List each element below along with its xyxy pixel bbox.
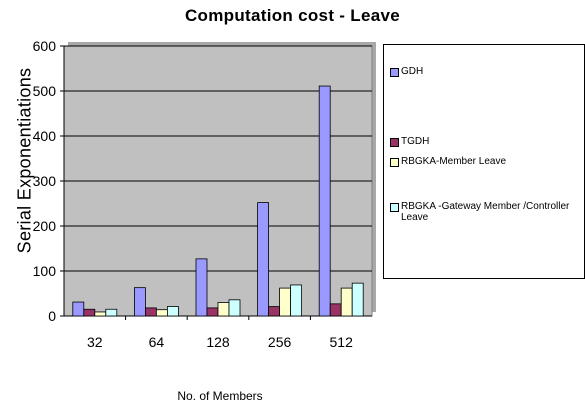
bar <box>217 302 230 317</box>
legend-item: RBGKA -Gateway Member /Controller Leave <box>390 201 585 223</box>
y-tick-label: 100 <box>33 263 57 279</box>
legend-label: RBGKA-Member Leave <box>401 156 507 167</box>
bar <box>228 299 241 317</box>
bar <box>206 307 219 317</box>
bar <box>133 287 146 317</box>
bar <box>72 301 85 317</box>
legend-item: GDH <box>390 66 585 77</box>
legend-label: TGDH <box>401 136 430 147</box>
bar <box>318 85 331 317</box>
x-tick-label: 64 <box>149 334 165 350</box>
legend-item: RBGKA-Member Leave <box>390 156 585 167</box>
legend-swatch <box>390 203 399 212</box>
bar <box>290 284 303 317</box>
bar <box>195 258 208 317</box>
bar <box>83 308 96 317</box>
legend-swatch <box>390 68 399 77</box>
legend: GDH TGDH RBGKA-Member Leave RBGKA -Gateway … <box>383 44 585 279</box>
legend-swatch <box>390 158 399 167</box>
x-tick-label: 512 <box>330 334 354 350</box>
legend-label: GDH <box>401 66 424 77</box>
y-tick-label: 200 <box>33 218 57 234</box>
y-tick-label: 0 <box>48 308 56 324</box>
bar <box>94 311 107 317</box>
bar <box>329 303 342 317</box>
bar <box>144 307 157 317</box>
y-tick-label: 400 <box>33 128 57 144</box>
x-tick-label: 32 <box>87 334 103 350</box>
x-tick-label: 128 <box>206 334 230 350</box>
bar <box>155 309 168 317</box>
legend-label: RBGKA -Gateway Member /Controller Leave <box>401 201 570 223</box>
y-tick-label: 500 <box>33 83 57 99</box>
y-tick-label: 600 <box>33 38 57 54</box>
bar <box>268 306 281 317</box>
x-tick-label: 256 <box>268 334 292 350</box>
chart-title: Computation cost - Leave <box>184 6 400 25</box>
bar <box>351 282 364 317</box>
bar <box>105 308 118 317</box>
bar <box>166 306 179 317</box>
y-tick-label: 300 <box>33 173 57 189</box>
legend-item: TGDH <box>390 136 585 147</box>
bar <box>257 202 270 317</box>
x-axis-label: No. of Members <box>177 389 263 403</box>
bar <box>340 287 353 317</box>
legend-swatch <box>390 138 399 147</box>
bar <box>279 287 292 317</box>
